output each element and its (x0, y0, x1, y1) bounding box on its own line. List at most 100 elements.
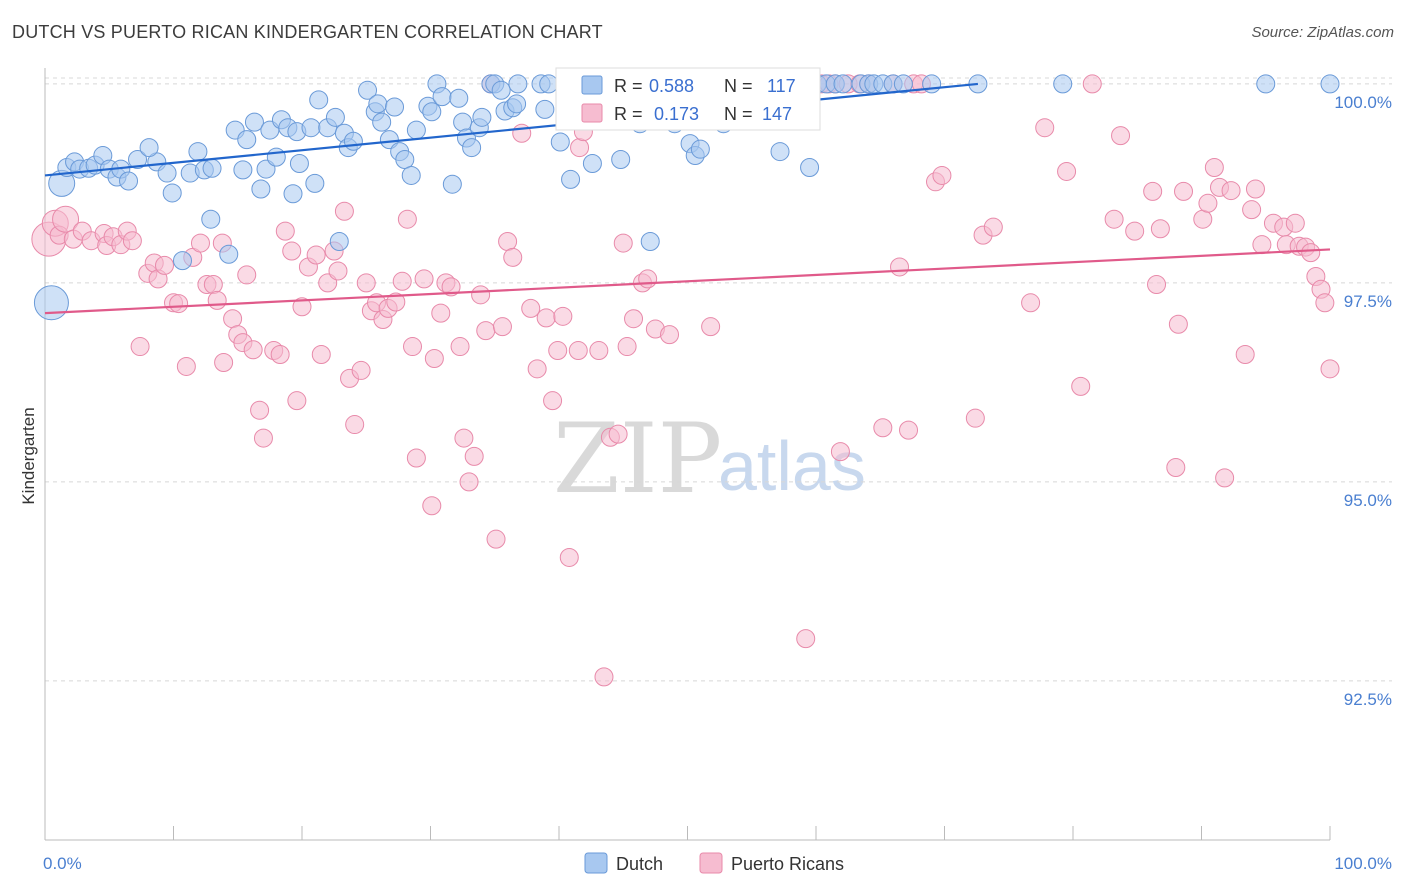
dutch-point (385, 97, 405, 117)
dutch-point (1320, 74, 1340, 94)
pr-point (701, 317, 721, 337)
pr-point (1242, 200, 1262, 220)
dutch-point (449, 88, 469, 108)
dutch-point (611, 150, 631, 170)
dutch-point (539, 74, 559, 94)
dutch-point (128, 150, 148, 170)
dutch-point (172, 251, 192, 271)
dutch-point (422, 102, 442, 122)
trend-lines (44, 82, 1331, 315)
dutch-point (325, 107, 345, 127)
dutch-point (233, 160, 253, 180)
pr-point (431, 303, 451, 323)
pr-point (287, 391, 307, 411)
pr-point (1071, 376, 1091, 396)
dutch-r-value: 0.588 (649, 76, 694, 96)
pr-series-swatch (699, 852, 723, 874)
watermark: ZIP atlas (553, 403, 866, 515)
dutch-point (406, 120, 426, 140)
pr-point (207, 290, 227, 310)
dutch-point (401, 165, 421, 185)
pr-point (414, 269, 434, 289)
pr-point (311, 345, 331, 365)
dutch-point (139, 138, 159, 158)
pr-point (334, 201, 354, 221)
pr-point (589, 341, 609, 361)
pr-point (250, 400, 270, 420)
dutch-n-value: 117 (767, 76, 796, 96)
y-tick-label: 92.5% (1344, 690, 1392, 709)
pr-point (1104, 209, 1124, 229)
dutch-point (244, 112, 264, 132)
x-tick-label-max: 100.0% (1334, 854, 1392, 873)
pr-point (1057, 161, 1077, 181)
pr-point (1111, 126, 1131, 146)
pr-point (203, 274, 223, 294)
dutch-point (800, 157, 820, 177)
dutch-point (893, 74, 913, 94)
pr-point (306, 245, 326, 265)
pr-point (1221, 181, 1241, 201)
puerto-ricans-points (31, 74, 1340, 687)
dutch-point (770, 142, 790, 162)
dutch-point (329, 232, 349, 252)
watermark-zip-text: ZIP (553, 403, 722, 515)
dutch-point (1256, 74, 1276, 94)
pr-point (52, 205, 80, 233)
y-tick-label: 97.5% (1344, 292, 1392, 311)
pr-point (624, 309, 644, 329)
pr-point (553, 306, 573, 326)
pr-point (397, 209, 417, 229)
pr-series-label: Puerto Ricans (731, 854, 844, 874)
pr-point (270, 345, 290, 365)
pr-point (292, 297, 312, 317)
pr-point (223, 309, 243, 329)
pr-point (464, 446, 484, 466)
dutch-point (561, 169, 581, 189)
dutch-point (237, 130, 257, 150)
pr-point (1174, 181, 1194, 201)
pr-point (122, 231, 142, 251)
pr-point (403, 337, 423, 357)
dutch-point (119, 171, 139, 191)
pr-point (527, 359, 547, 379)
pr-point (275, 221, 295, 241)
pr-point (1168, 314, 1188, 334)
pr-point (1301, 243, 1321, 263)
pr-point (328, 261, 348, 281)
pr-n-value: 147 (762, 104, 792, 124)
pr-point (282, 241, 302, 261)
pr-point (899, 420, 919, 440)
pr-r-value: 0.173 (654, 104, 699, 124)
pr-point (422, 496, 442, 516)
dutch-r-label: R = (614, 76, 643, 96)
pr-r-label: R = (614, 104, 643, 124)
pr-point (190, 233, 210, 253)
dutch-point (442, 174, 462, 194)
pr-point (1125, 221, 1145, 241)
pr-point (1035, 118, 1055, 138)
dutch-point (343, 131, 363, 151)
dutch-point (1053, 74, 1073, 94)
pr-point (356, 273, 376, 293)
pr-point (450, 337, 470, 357)
pr-point (492, 317, 512, 337)
dutch-point (453, 112, 473, 132)
pr-point (594, 667, 614, 687)
pr-point (441, 277, 461, 297)
pr-point (169, 294, 189, 314)
pr-point (476, 321, 496, 341)
pr-point (1315, 293, 1335, 313)
y-axis-title: Kindergarten (19, 407, 38, 504)
dutch-point (582, 154, 602, 174)
dutch-point (640, 232, 660, 252)
pr-point (536, 308, 556, 328)
pr-point (1320, 359, 1340, 379)
pr-point (1147, 274, 1167, 294)
axes (44, 68, 1331, 841)
pr-point (351, 360, 371, 380)
pr-point (454, 428, 474, 448)
dutch-legend-swatch (581, 75, 603, 95)
pr-point (1198, 193, 1218, 213)
pr-point (1235, 345, 1255, 365)
